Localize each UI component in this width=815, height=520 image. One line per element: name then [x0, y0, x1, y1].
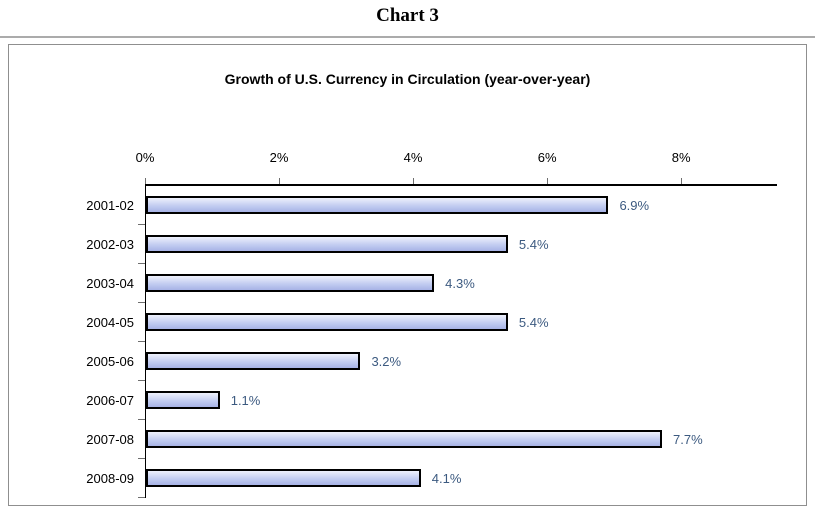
bar-row: 2002-03 5.4%	[86, 225, 777, 264]
value-label: 3.2%	[371, 354, 402, 369]
page-title: Chart 3	[376, 5, 439, 26]
bar	[146, 430, 663, 448]
bar	[146, 235, 508, 253]
bar	[146, 352, 361, 370]
x-axis-tick	[279, 178, 281, 184]
category-label: 2005-06	[86, 354, 134, 369]
bar-row: 2007-08 7.7%	[86, 420, 777, 459]
heading-rule	[0, 36, 815, 38]
bar	[146, 196, 609, 214]
category-axis-tick	[138, 497, 145, 498]
value-label: 5.4%	[518, 315, 549, 330]
category-label: 2006-07	[86, 393, 134, 408]
category-label: 2003-04	[86, 276, 134, 291]
category-label: 2008-09	[86, 471, 134, 486]
category-axis-tick	[138, 341, 145, 342]
chart-frame: Growth of U.S. Currency in Circulation (…	[8, 44, 807, 506]
bar	[146, 391, 220, 409]
bar-row: 2008-09 4.1%	[86, 459, 777, 498]
bar-row: 2003-04 4.3%	[86, 264, 777, 303]
x-axis-tick	[681, 178, 683, 184]
value-label: 6.9%	[619, 198, 650, 213]
bar	[146, 469, 421, 487]
category-axis-tick	[138, 302, 145, 303]
x-axis-tick-label: 4%	[403, 150, 423, 165]
category-label: 2007-08	[86, 432, 134, 447]
value-label: 1.1%	[230, 393, 261, 408]
category-axis-tick	[138, 380, 145, 381]
x-axis-line	[145, 184, 777, 186]
category-label: 2001-02	[86, 198, 134, 213]
x-axis-tick-label: 6%	[537, 150, 557, 165]
x-axis-tick-label: 2%	[269, 150, 289, 165]
bar-row: 2006-07 1.1%	[86, 381, 777, 420]
value-label: 4.3%	[445, 276, 475, 291]
value-label: 5.4%	[518, 237, 549, 252]
x-axis-tick-label: 0%	[135, 150, 155, 165]
bar-row: 2004-05 5.4%	[86, 303, 777, 342]
category-axis-tick	[138, 224, 145, 225]
bar	[146, 274, 435, 292]
bar	[146, 313, 508, 331]
x-axis-tick	[547, 178, 549, 184]
bar-row: 2001-02 6.9%	[86, 186, 777, 225]
value-label: 7.7%	[673, 432, 703, 447]
category-axis-tick	[138, 458, 145, 459]
category-label: 2004-05	[86, 315, 134, 330]
category-axis-tick	[138, 419, 145, 420]
chart-title: Growth of U.S. Currency in Circulation (…	[224, 71, 591, 87]
x-axis-tick	[145, 178, 146, 184]
bar-row: 2005-06 3.2%	[86, 342, 777, 381]
x-axis-tick	[413, 178, 415, 184]
x-axis-tick-label: 8%	[671, 150, 691, 165]
category-axis-tick	[138, 263, 145, 264]
plot-area: 0% 2% 4% 6% 8% 2001-02 6.9% 2002-03 5.4% 2003-04…	[86, 150, 777, 498]
y-axis-line	[145, 184, 146, 498]
value-label: 4.1%	[431, 471, 462, 486]
category-label: 2002-03	[86, 237, 134, 252]
